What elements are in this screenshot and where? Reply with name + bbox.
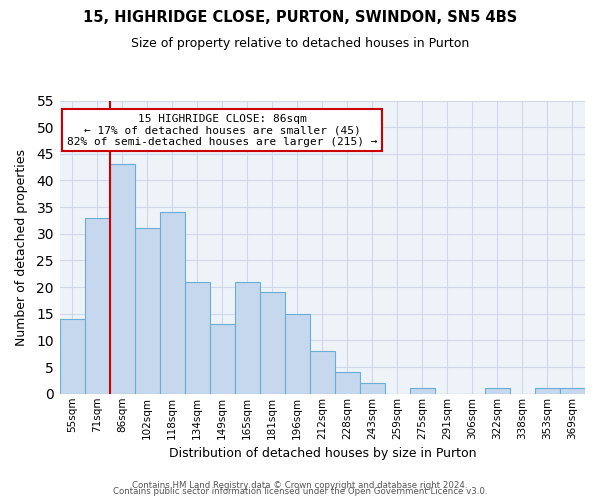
Bar [160,212,185,394]
Bar [335,372,360,394]
X-axis label: Distribution of detached houses by size in Purton: Distribution of detached houses by size … [169,447,476,460]
Text: Contains HM Land Registry data © Crown copyright and database right 2024.: Contains HM Land Registry data © Crown c… [132,481,468,490]
Bar [410,388,435,394]
Bar [285,314,310,394]
Bar [485,388,510,394]
Bar [59,319,85,394]
Text: 15 HIGHRIDGE CLOSE: 86sqm
← 17% of detached houses are smaller (45)
82% of semi-: 15 HIGHRIDGE CLOSE: 86sqm ← 17% of detac… [67,114,377,147]
Bar [260,292,285,394]
Bar [185,282,209,394]
Text: Size of property relative to detached houses in Purton: Size of property relative to detached ho… [131,38,469,51]
Bar [134,228,160,394]
Y-axis label: Number of detached properties: Number of detached properties [15,148,28,346]
Bar [310,351,335,394]
Bar [235,282,260,394]
Text: Contains public sector information licensed under the Open Government Licence v3: Contains public sector information licen… [113,487,487,496]
Bar [360,383,385,394]
Bar [110,164,134,394]
Bar [560,388,585,394]
Bar [85,218,110,394]
Bar [209,324,235,394]
Text: 15, HIGHRIDGE CLOSE, PURTON, SWINDON, SN5 4BS: 15, HIGHRIDGE CLOSE, PURTON, SWINDON, SN… [83,10,517,25]
Bar [535,388,560,394]
